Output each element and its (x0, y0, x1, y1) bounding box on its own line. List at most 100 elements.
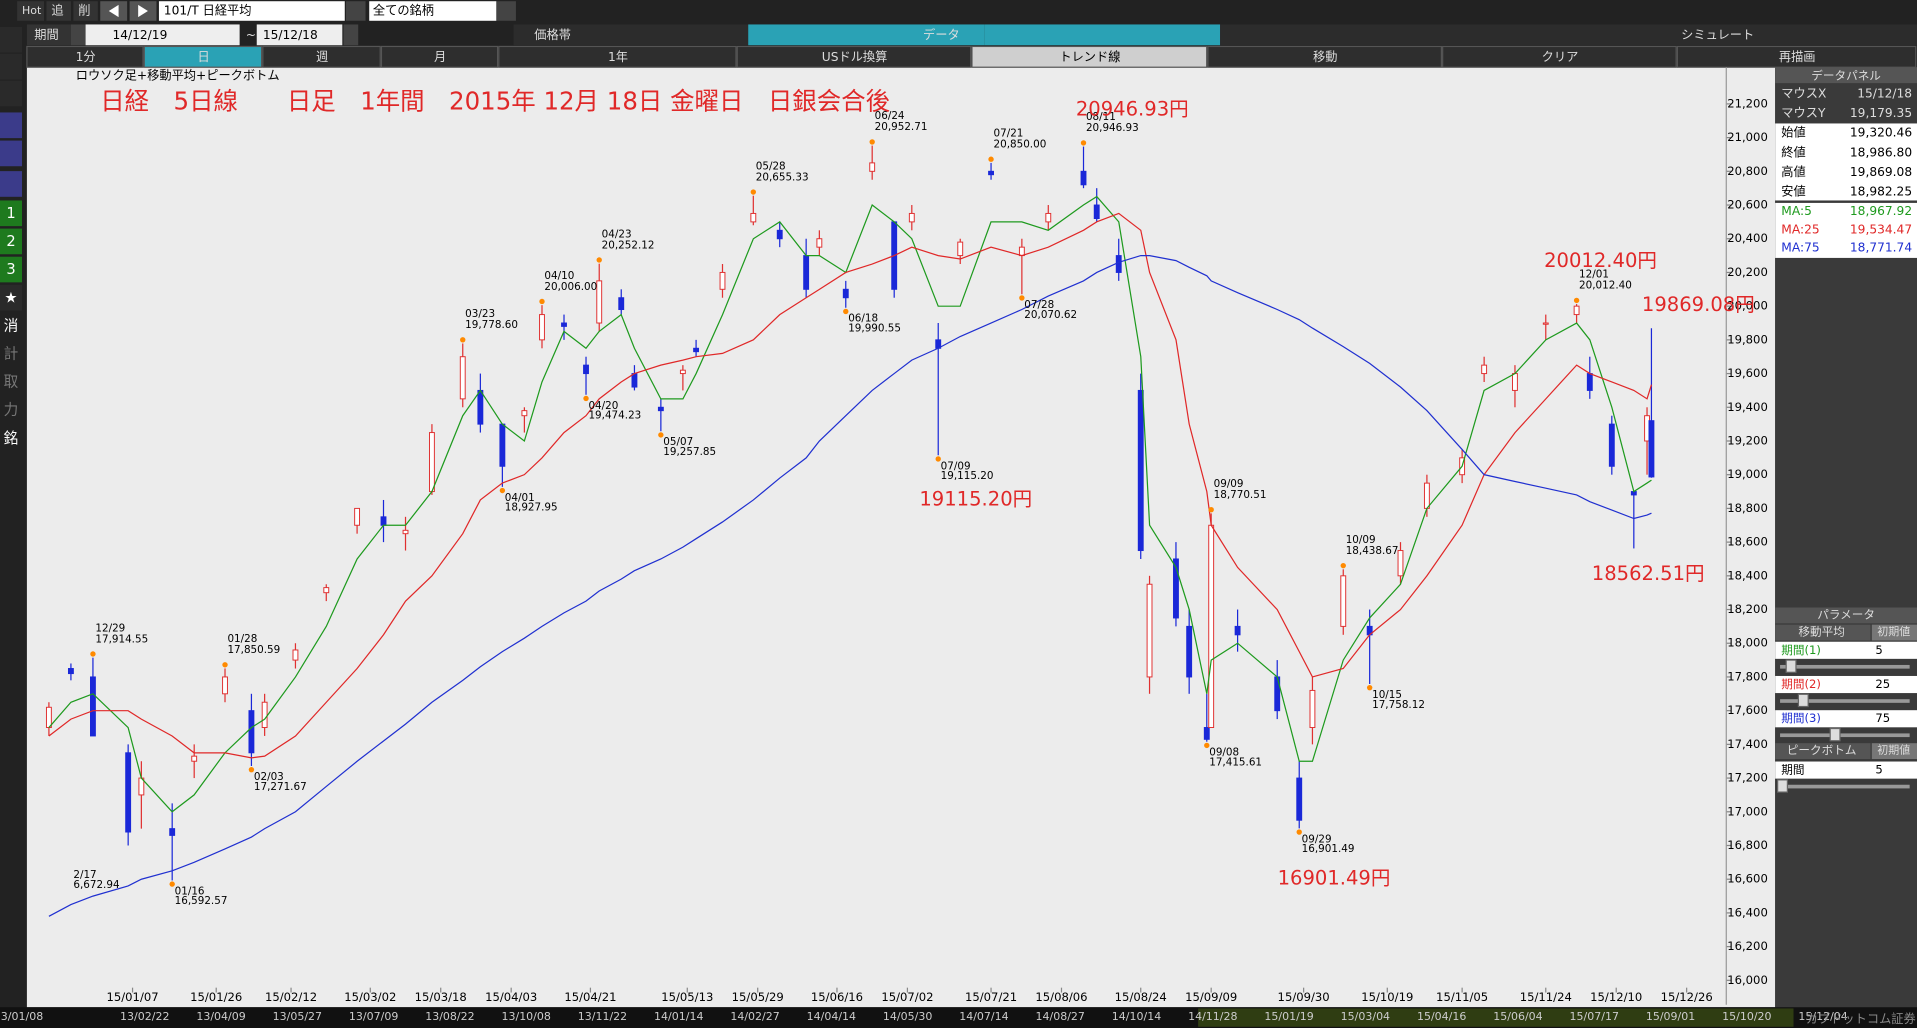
button[interactable] (380, 45, 499, 68)
scroll-date: 3/01/08 (1, 1010, 43, 1023)
sidebar-icon[interactable] (0, 140, 23, 167)
slider-track[interactable] (1780, 664, 1910, 669)
tab[interactable] (1220, 24, 1917, 46)
sidebar-button[interactable] (0, 312, 23, 339)
x-tick-label: 15/07/21 (965, 990, 1017, 1004)
tab[interactable] (748, 24, 985, 46)
param-row (1775, 710, 1917, 728)
peak-date: 12/29 (95, 622, 125, 634)
button-label: 月 (434, 50, 446, 64)
sidebar-icon[interactable] (0, 80, 23, 107)
button[interactable] (73, 1, 98, 21)
button[interactable] (262, 45, 381, 68)
slider-knob[interactable] (1829, 727, 1841, 742)
field-value: 18,986.80 (1850, 145, 1912, 159)
candle-body (354, 507, 361, 526)
candle-body (1093, 204, 1100, 219)
scroll-date: 13/05/27 (273, 1010, 322, 1023)
section-header (1775, 743, 1871, 760)
button[interactable] (736, 45, 972, 68)
scroll-date: 14/01/14 (654, 1010, 703, 1023)
slider-knob[interactable] (1777, 779, 1789, 793)
dropdown[interactable] (345, 1, 366, 21)
sidebar-icon[interactable] (0, 171, 23, 197)
candle-body (539, 314, 545, 341)
y-tick-label: 21,000 (1727, 130, 1768, 144)
y-tick-label: 16,000 (1727, 973, 1768, 987)
date-box[interactable] (85, 24, 240, 46)
universe: 全ての銘柄 (373, 3, 434, 18)
candle-body (908, 212, 915, 223)
y-tick-label: 19,000 (1727, 467, 1768, 481)
sidebar-button[interactable] (0, 397, 23, 423)
sidebar-button[interactable] (0, 284, 23, 311)
button[interactable] (343, 24, 359, 46)
x-tick-label: 15/04/03 (485, 990, 537, 1004)
sidebar-label: 計 (4, 345, 19, 362)
scroll-date: 15/07/17 (1570, 1010, 1619, 1023)
date-box[interactable] (256, 24, 343, 46)
candle-body (657, 406, 664, 412)
button[interactable] (17, 1, 45, 21)
symbol-box[interactable] (158, 1, 345, 21)
sidebar-button[interactable] (0, 200, 23, 227)
x-tick-label: 15/05/29 (732, 990, 784, 1004)
dropdown[interactable] (496, 1, 516, 21)
x-tick-label: 15/07/02 (881, 990, 933, 1004)
panel-title: データパネル (1811, 68, 1881, 82)
peak-value: 20,952.71 (875, 121, 928, 133)
sidebar-button[interactable] (0, 341, 23, 367)
peak-marker (750, 189, 757, 195)
moving-average-line (48, 195, 1652, 813)
tab[interactable] (984, 24, 1221, 46)
button[interactable] (1442, 45, 1677, 68)
peak-date: 06/18 (848, 313, 878, 325)
hot-button: Hot (22, 4, 42, 17)
slider-knob[interactable] (1785, 659, 1797, 673)
date-to: 15/12/18 (263, 28, 318, 42)
prev-arrow (108, 4, 119, 18)
candle-body (292, 649, 299, 661)
peak-marker (1080, 140, 1087, 146)
param-row (1775, 761, 1917, 779)
universe-box[interactable] (369, 1, 497, 21)
candle-body (1423, 482, 1430, 509)
button[interactable] (971, 45, 1208, 68)
button[interactable] (70, 24, 86, 46)
y-tick-label: 18,400 (1727, 568, 1768, 582)
y-tick-label: 20,200 (1727, 265, 1768, 279)
sidebar-icon[interactable] (0, 26, 23, 53)
button[interactable] (46, 1, 71, 21)
ma-box (1775, 202, 1917, 258)
tab-label: 価格帯 (534, 27, 571, 42)
peak-value: 20,012.40 (1579, 280, 1632, 292)
slider-track[interactable] (1780, 733, 1910, 738)
sidebar-icon[interactable] (0, 53, 23, 80)
peak-date: 04/23 (602, 228, 632, 240)
sidebar-button[interactable] (0, 256, 23, 283)
candle-body (583, 364, 589, 375)
scroll-date: 15/06/04 (1493, 1010, 1542, 1023)
sidebar-icon[interactable] (0, 112, 23, 139)
scroll-date: 14/05/30 (883, 1010, 932, 1023)
peak-marker (460, 337, 466, 343)
slider-track[interactable] (1780, 699, 1910, 703)
candle-body (1186, 625, 1193, 678)
button[interactable] (1207, 45, 1443, 68)
sidebar-button[interactable] (0, 369, 23, 395)
button[interactable] (143, 45, 263, 68)
peak-value: 20,946.93 (1086, 122, 1139, 134)
price-callout: 16901.49円 (1278, 866, 1391, 889)
button[interactable] (498, 45, 737, 68)
tab[interactable] (513, 24, 749, 46)
sidebar-button[interactable] (0, 425, 23, 452)
button[interactable] (26, 45, 144, 68)
candle-body (1542, 322, 1549, 325)
slider-knob[interactable] (1797, 693, 1809, 708)
y-tick-label: 21,200 (1727, 96, 1768, 110)
sidebar-button[interactable] (0, 228, 23, 255)
slider-track[interactable] (1780, 784, 1910, 789)
price-callout: 19869.08円 (1642, 293, 1755, 316)
scroll-thumb[interactable] (1198, 1008, 1794, 1027)
candle-body (459, 356, 466, 400)
